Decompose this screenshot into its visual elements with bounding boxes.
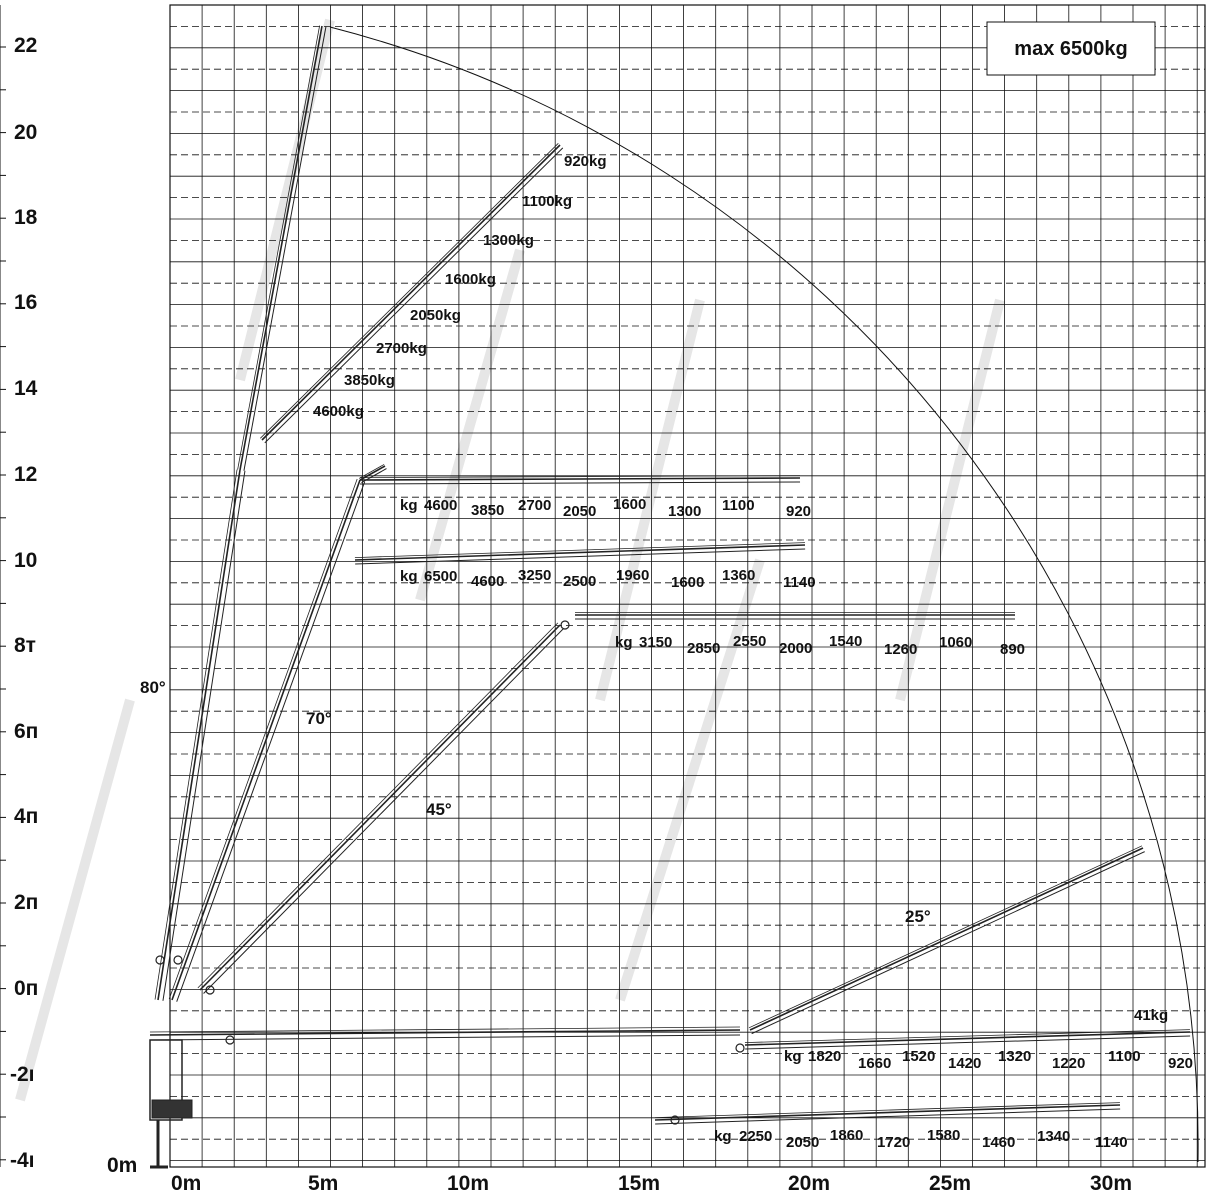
- load-label: 1300: [668, 503, 701, 520]
- load-label: 1600kg: [445, 271, 496, 288]
- y-axis-ticks: [0, 5, 6, 1167]
- load-label: 3850: [471, 502, 504, 519]
- angle-label-45: 45°: [426, 800, 452, 819]
- load-label: 920: [786, 503, 811, 520]
- angle-label-70: 70°: [306, 709, 332, 728]
- load-label: 2700kg: [376, 340, 427, 357]
- load-label: 2550: [733, 633, 766, 650]
- y-label-14: 14: [14, 377, 38, 400]
- load-label: 1580: [927, 1127, 960, 1144]
- load-label: 4600: [471, 573, 504, 590]
- load-label: 6500: [424, 568, 457, 585]
- x-label-30m: 30m: [1090, 1172, 1132, 1194]
- load-label: 2000: [779, 640, 812, 657]
- y-label-20: 20: [14, 121, 37, 144]
- load-label: 920: [1168, 1055, 1193, 1072]
- load-label: 1720: [877, 1134, 910, 1151]
- load-label: 1660: [858, 1055, 891, 1072]
- y-label-22: 22: [14, 34, 37, 57]
- load-label: 1520: [902, 1048, 935, 1065]
- load-label: 1540: [829, 633, 862, 650]
- load-label: 1820: [808, 1048, 841, 1065]
- load-label: 2250: [739, 1128, 772, 1145]
- x-label-25m: 25m: [929, 1172, 971, 1194]
- load-label: 1060: [939, 634, 972, 651]
- load-label: 1960: [616, 567, 649, 584]
- kg-prefix: kg: [615, 634, 633, 651]
- load-label: 2050: [786, 1134, 819, 1151]
- y-label-minus2: -2ı: [10, 1063, 35, 1086]
- x-label-10m: 10m: [447, 1172, 489, 1194]
- end-load-label: 41kg: [1134, 1007, 1168, 1024]
- load-label: 3150: [639, 634, 672, 651]
- kg-prefix: kg: [714, 1128, 732, 1145]
- angle-label-80: 80°: [140, 678, 166, 697]
- x-label-15m: 15m: [618, 1172, 660, 1194]
- grid: [169, 4, 1206, 1168]
- load-label: 1360: [722, 567, 755, 584]
- load-label: 2500: [563, 573, 596, 590]
- x-label-5m: 5m: [308, 1172, 338, 1194]
- y-label-8: 8т: [14, 634, 36, 657]
- load-label: 1600: [671, 574, 704, 591]
- load-label: 1100kg: [522, 193, 572, 210]
- load-label: 1100: [1108, 1048, 1141, 1065]
- load-label: 1260: [884, 641, 917, 658]
- y-label-16: 16: [14, 291, 37, 314]
- y-label-6: 6п: [14, 720, 38, 743]
- y-label-2: 2п: [14, 891, 38, 914]
- load-label: 2850: [687, 640, 720, 657]
- load-label: 4600: [424, 497, 457, 514]
- max-load-box: [986, 21, 1156, 76]
- load-label: 3850kg: [344, 372, 395, 389]
- load-label: 3250: [518, 567, 551, 584]
- load-label: 920kg: [564, 153, 607, 170]
- kg-prefix: kg: [400, 497, 418, 514]
- origin-label: 0m: [107, 1154, 137, 1177]
- y-label-12: 12: [14, 463, 37, 486]
- x-label-0m: 0m: [171, 1172, 201, 1194]
- load-label: 1300kg: [483, 232, 534, 249]
- load-label: 890: [1000, 641, 1025, 658]
- load-label: 1100: [722, 497, 755, 514]
- reach-envelope: [329, 26, 1199, 1163]
- y-label-18: 18: [14, 206, 38, 229]
- load-label: 2700: [518, 497, 551, 514]
- y-label-minus4: -4ı: [10, 1149, 35, 1172]
- load-label: 2050kg: [410, 307, 461, 324]
- boom-silhouettes: [149, 25, 1191, 1169]
- y-label-0: 0п: [14, 977, 38, 1000]
- load-label: 1860: [830, 1127, 863, 1144]
- load-label: 1600: [613, 496, 646, 513]
- kg-prefix: kg: [784, 1048, 802, 1065]
- kg-prefix: kg: [400, 568, 418, 585]
- watermark: [15, 18, 1005, 1102]
- angle-label-25: 25°: [905, 907, 931, 926]
- load-label: 2050: [563, 503, 596, 520]
- load-label: 1140: [1095, 1134, 1128, 1151]
- load-label: 1140: [783, 574, 816, 591]
- load-label: 1320: [998, 1048, 1031, 1065]
- load-label: 1340: [1037, 1128, 1070, 1145]
- load-label: 1420: [948, 1055, 981, 1072]
- load-label: 1220: [1052, 1055, 1085, 1072]
- load-label: 1460: [982, 1134, 1015, 1151]
- max-load-label: max 6500kg: [1014, 38, 1127, 60]
- y-label-4: 4п: [14, 805, 38, 828]
- load-label: 4600kg: [313, 403, 364, 420]
- x-label-20m: 20m: [788, 1172, 830, 1194]
- y-label-10: 10: [14, 549, 37, 572]
